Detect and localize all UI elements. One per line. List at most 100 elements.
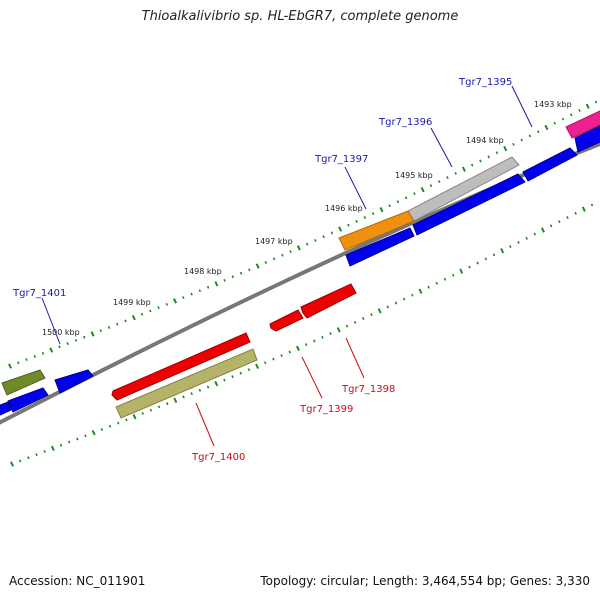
outer-tick-36 — [305, 242, 309, 246]
outer-tick-28 — [239, 271, 243, 275]
outer-tick-20 — [173, 298, 178, 304]
outer-tick-60 — [503, 145, 508, 152]
outer-tick-63 — [528, 134, 532, 138]
inner-tick-38 — [321, 335, 324, 339]
outer-tick-53 — [446, 176, 449, 179]
leader-tgr7-1396 — [430, 127, 453, 168]
inner-tick-59 — [492, 253, 496, 257]
inner-tick-18 — [157, 405, 161, 409]
gene-labels: Tgr7_1395 Tgr7_1396 Tgr7_1397 Tgr7_1401 … — [12, 77, 512, 463]
outer-tick-33 — [281, 253, 284, 257]
inner-tick-44 — [370, 313, 373, 317]
inner-tick-16 — [141, 411, 144, 415]
outer-tick-57 — [479, 159, 482, 163]
cds-forward-6 — [7, 387, 49, 413]
leader-tgr7-1401 — [41, 297, 61, 345]
inner-tick-13 — [116, 421, 120, 425]
outer-tick-70 — [585, 103, 590, 109]
kbp-label-1498: 1498 kbp — [184, 267, 222, 276]
forward-gene-features — [1, 110, 600, 396]
outer-tick-67 — [561, 117, 565, 121]
outer-tick-16 — [140, 312, 144, 316]
outer-tick-9 — [83, 335, 86, 339]
outer-tick-71 — [594, 100, 598, 104]
kbp-label-1496: 1496 kbp — [325, 204, 363, 213]
inner-tick-12 — [108, 424, 112, 428]
outer-tick-1 — [16, 361, 20, 365]
outer-tick-30 — [255, 263, 260, 269]
kbp-label-1499: 1499 kbp — [113, 298, 151, 307]
outer-tick-17 — [149, 309, 152, 313]
inner-tick-65 — [540, 227, 545, 233]
outer-tick-43 — [363, 215, 367, 219]
inner-tick-54 — [451, 273, 455, 277]
inner-tick-47 — [394, 301, 398, 305]
inner-tick-40 — [336, 327, 341, 333]
inner-tick-31 — [263, 361, 267, 365]
outer-tick-15 — [131, 314, 136, 321]
cds-forward-2 — [522, 147, 578, 182]
leader-tgr7-1397 — [344, 166, 367, 210]
outer-tick-58 — [487, 155, 490, 159]
inner-tick-51 — [427, 285, 430, 289]
inner-tick-19 — [165, 402, 169, 406]
outer-tick-23 — [198, 289, 202, 293]
outer-tick-45 — [379, 206, 384, 213]
forward-cds-features — [0, 125, 600, 416]
inner-tick-29 — [247, 368, 251, 372]
inner-tick-57 — [476, 261, 479, 265]
leader-lines — [41, 85, 533, 447]
gene-label-tgr7-1396: Tgr7_1396 — [378, 117, 432, 128]
outer-tick-12 — [107, 325, 111, 329]
outer-tick-4 — [41, 351, 45, 355]
inner-tick-25 — [214, 380, 219, 387]
outer-tick-55 — [461, 166, 466, 172]
outer-tick-34 — [289, 250, 292, 254]
outer-ticks — [8, 100, 598, 369]
inner-tick-55 — [459, 268, 464, 274]
outer-tick-19 — [165, 302, 169, 306]
inner-tick-52 — [435, 281, 439, 285]
accession-text: Accession: NC_011901 — [9, 574, 146, 588]
outer-tick-64 — [536, 130, 540, 134]
inner-tick-42 — [353, 320, 357, 324]
inner-tick-49 — [411, 293, 414, 297]
outer-tick-42 — [355, 219, 358, 223]
outer-tick-61 — [512, 142, 515, 146]
inner-tick-60 — [500, 248, 505, 254]
inner-tick-71 — [590, 203, 594, 207]
inner-tick-48 — [402, 297, 406, 301]
gene-label-tgr7-1395: Tgr7_1395 — [458, 77, 512, 88]
outer-tick-48 — [404, 196, 408, 200]
inner-tick-9 — [84, 434, 87, 438]
outer-tick-44 — [371, 212, 375, 216]
inner-tick-24 — [206, 385, 210, 389]
outer-tick-26 — [223, 278, 226, 282]
cds-forward-3 — [412, 173, 526, 236]
genome-summary-text: Topology: circular; Length: 3,464,554 bp… — [260, 574, 590, 588]
inner-tick-70 — [581, 206, 586, 212]
kbp-label-1500: 1500 kbp — [42, 328, 80, 337]
inner-tick-30 — [255, 363, 260, 369]
outer-tick-38 — [322, 235, 325, 239]
cds-forward-5 — [54, 369, 94, 394]
inner-tick-4 — [43, 450, 46, 453]
inner-tick-37 — [312, 339, 316, 343]
inner-tick-35 — [295, 345, 300, 352]
inner-tick-3 — [35, 453, 38, 457]
inner-tick-15 — [132, 413, 137, 420]
inner-tick-64 — [533, 232, 537, 236]
inner-tick-34 — [288, 350, 292, 354]
outer-tick-35 — [296, 245, 301, 251]
inner-tick-23 — [198, 388, 202, 392]
inner-tick-62 — [517, 241, 520, 244]
inner-tick-32 — [272, 357, 275, 361]
inner-tick-22 — [190, 392, 193, 396]
cds-forward-4 — [345, 227, 415, 267]
outer-tick-27 — [231, 275, 235, 279]
inner-tick-36 — [304, 343, 308, 347]
inner-tick-46 — [386, 305, 390, 309]
inner-tick-28 — [239, 371, 243, 375]
outer-tick-21 — [182, 296, 185, 300]
